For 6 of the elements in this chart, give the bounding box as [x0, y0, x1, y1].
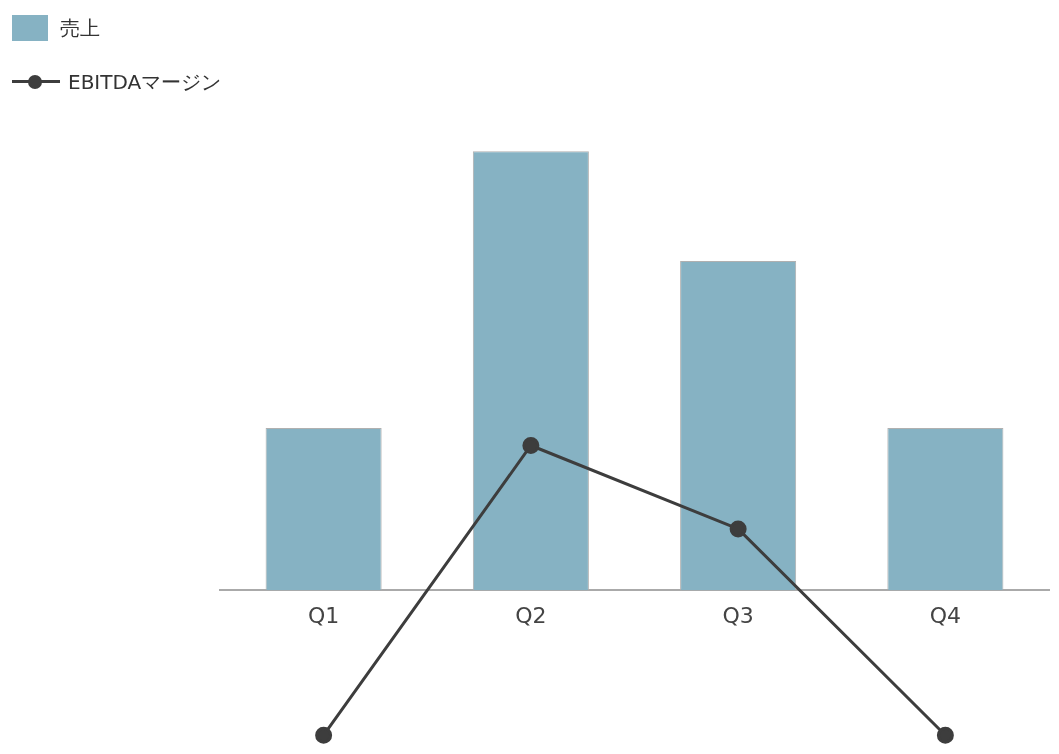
legend-label: EBITDAマージン — [68, 68, 222, 96]
x-tick-label: Q4 — [929, 603, 962, 629]
x-tick-label: Q1 — [307, 603, 340, 629]
x-tick-label: Q2 — [515, 603, 547, 629]
legend-label: 売上 — [60, 14, 100, 42]
x-tick-label: Q3 — [722, 603, 754, 629]
